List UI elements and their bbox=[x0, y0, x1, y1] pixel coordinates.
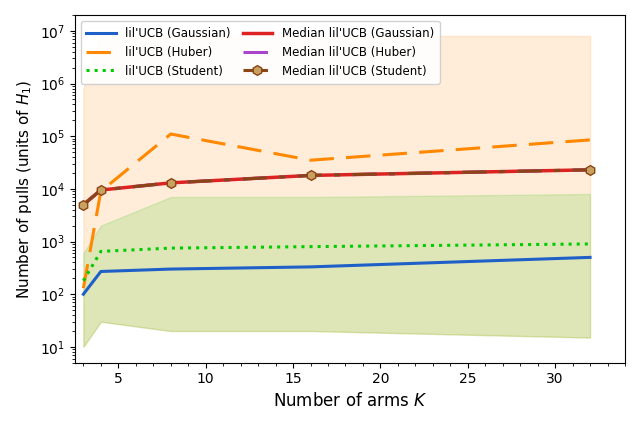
lil'UCB (Gaussian) bbox=[79, 292, 87, 297]
Median lil'UCB (Gaussian) bbox=[167, 180, 175, 185]
Median lil'UCB (Gaussian) bbox=[97, 187, 105, 193]
Line: Median lil'UCB (Huber): Median lil'UCB (Huber) bbox=[83, 170, 590, 205]
Line: Median lil'UCB (Student): Median lil'UCB (Student) bbox=[79, 165, 595, 210]
Median lil'UCB (Student) bbox=[586, 167, 594, 173]
lil'UCB (Gaussian) bbox=[307, 264, 314, 269]
Median lil'UCB (Gaussian) bbox=[79, 202, 87, 207]
Median lil'UCB (Student) bbox=[97, 187, 105, 193]
lil'UCB (Gaussian) bbox=[586, 255, 594, 260]
Median lil'UCB (Student) bbox=[307, 173, 314, 178]
lil'UCB (Gaussian) bbox=[167, 266, 175, 272]
Median lil'UCB (Gaussian) bbox=[586, 167, 594, 173]
Line: lil'UCB (Student): lil'UCB (Student) bbox=[83, 244, 590, 281]
Median lil'UCB (Huber) bbox=[79, 202, 87, 207]
Line: lil'UCB (Gaussian): lil'UCB (Gaussian) bbox=[83, 258, 590, 294]
Median lil'UCB (Gaussian) bbox=[307, 173, 314, 178]
lil'UCB (Huber) bbox=[586, 137, 594, 142]
lil'UCB (Huber) bbox=[167, 131, 175, 136]
lil'UCB (Gaussian) bbox=[97, 269, 105, 274]
lil'UCB (Student) bbox=[586, 241, 594, 246]
X-axis label: Number of arms $K$: Number of arms $K$ bbox=[273, 392, 427, 410]
lil'UCB (Student) bbox=[167, 246, 175, 251]
Legend: lil'UCB (Gaussian), lil'UCB (Huber), lil'UCB (Student), Median lil'UCB (Gaussian: lil'UCB (Gaussian), lil'UCB (Huber), lil… bbox=[81, 21, 440, 84]
lil'UCB (Huber) bbox=[79, 286, 87, 291]
Median lil'UCB (Huber) bbox=[307, 173, 314, 178]
Median lil'UCB (Student) bbox=[167, 180, 175, 185]
Median lil'UCB (Huber) bbox=[97, 187, 105, 193]
Y-axis label: Number of pulls (units of $H_1$): Number of pulls (units of $H_1$) bbox=[15, 79, 34, 298]
Line: Median lil'UCB (Gaussian): Median lil'UCB (Gaussian) bbox=[83, 170, 590, 205]
lil'UCB (Student) bbox=[79, 278, 87, 283]
Median lil'UCB (Huber) bbox=[167, 180, 175, 185]
lil'UCB (Student) bbox=[97, 249, 105, 254]
lil'UCB (Huber) bbox=[307, 158, 314, 163]
lil'UCB (Student) bbox=[307, 244, 314, 249]
Median lil'UCB (Huber) bbox=[586, 167, 594, 173]
Median lil'UCB (Student) bbox=[79, 202, 87, 207]
Line: lil'UCB (Huber): lil'UCB (Huber) bbox=[83, 134, 590, 288]
lil'UCB (Huber) bbox=[97, 189, 105, 194]
